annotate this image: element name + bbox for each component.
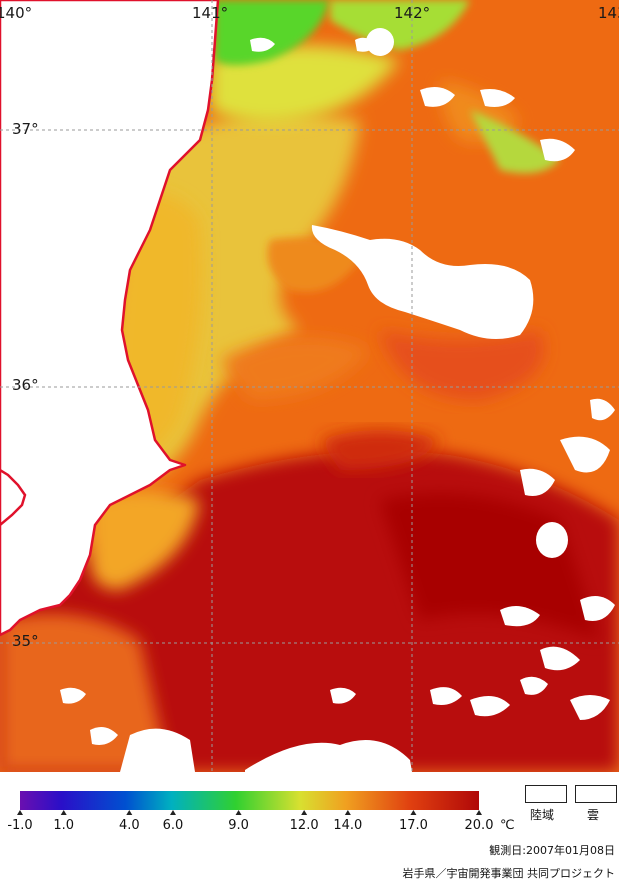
tick-label-3: 6.0 — [163, 818, 184, 833]
unit-label: ℃ — [500, 818, 515, 833]
tick-mark-1 — [60, 810, 67, 815]
lon-label-143: 143° — [598, 4, 619, 22]
tick-label-7: 17.0 — [399, 818, 428, 833]
boso-peninsula-coast — [0, 468, 27, 527]
lon-label-140: 140° — [0, 4, 32, 22]
land-areas — [0, 0, 220, 637]
tick-mark-3 — [170, 810, 176, 815]
lat-label-36: 36° — [12, 376, 39, 394]
cloud-areas — [60, 28, 615, 772]
lon-label-141: 141° — [192, 4, 228, 22]
lat-label-35: 35° — [12, 632, 39, 650]
tick-label-5: 12.0 — [290, 818, 319, 833]
lon-label-142: 142° — [394, 4, 430, 22]
tick-mark-2 — [126, 810, 133, 815]
temperature-legend: -1.0 1.0 4.0 6.0 9.0 12.0 14.0 17.0 20.0 ℃ — [7, 791, 515, 833]
tick-mark-6 — [344, 810, 351, 815]
tick-mark-0 — [17, 810, 23, 815]
tick-label-4: 9.0 — [228, 818, 249, 833]
tick-mark-8 — [476, 810, 482, 815]
cloud-key-swatch — [575, 785, 617, 803]
tick-label-8: 20.0 — [465, 818, 494, 833]
tick-label-2: 4.0 — [119, 818, 140, 833]
tick-mark-5 — [301, 810, 308, 815]
tick-label-6: 14.0 — [333, 818, 362, 833]
lat-label-37: 37° — [12, 120, 39, 138]
tick-mark-4 — [235, 810, 242, 815]
colorbar — [20, 791, 479, 810]
land-key-label: 陸域 — [530, 808, 555, 822]
graticule-labels: 140° 141° 142° 143° 37° 36° 35° — [0, 4, 619, 650]
honshu-coast — [0, 0, 220, 637]
sea-surface-temperature-map: 140° 141° 142° 143° 37° 36° 35° — [0, 0, 619, 772]
tick-label-0: -1.0 — [7, 818, 32, 833]
tick-mark-7 — [410, 810, 417, 815]
graticule — [0, 0, 619, 772]
observation-date: 観測日:2007年01月08日 — [489, 844, 615, 857]
land-key-swatch — [525, 785, 567, 803]
tick-label-1: 1.0 — [53, 818, 74, 833]
colorbar-ticks: -1.0 1.0 4.0 6.0 9.0 12.0 14.0 17.0 20.0 ℃ — [7, 810, 515, 833]
credit-line: 岩手県／宇宙開発事業団 共同プロジェクト — [402, 867, 616, 880]
cloud-key-label: 雲 — [587, 808, 600, 822]
